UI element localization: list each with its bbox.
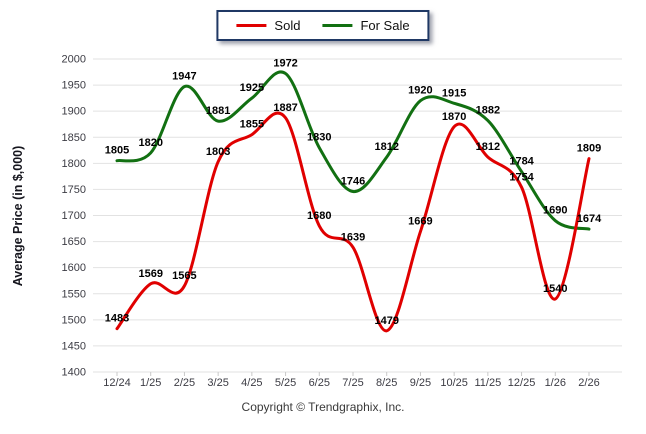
- legend-label-sold: Sold: [274, 18, 301, 33]
- x-tick-label: 12/25: [508, 377, 536, 389]
- data-label-sold: 1680: [307, 210, 331, 222]
- y-tick-label: 2000: [62, 54, 86, 66]
- x-tick-label: 11/25: [474, 377, 501, 389]
- y-tick-label: 1650: [62, 236, 86, 248]
- data-label-for-sale: 1746: [341, 176, 365, 188]
- y-tick-label: 1700: [62, 210, 86, 222]
- series-line-sold: [115, 111, 591, 333]
- data-label-for-sale: 1881: [206, 105, 230, 117]
- y-tick-label: 1550: [62, 288, 86, 300]
- data-label-for-sale: 1882: [476, 105, 500, 117]
- data-label-sold: 1479: [374, 315, 398, 327]
- y-tick-label: 1450: [62, 340, 86, 352]
- data-label-sold: 1812: [476, 141, 500, 153]
- data-label-for-sale: 1812: [374, 141, 398, 153]
- data-label-for-sale: 1690: [543, 205, 567, 217]
- y-tick-label: 1950: [62, 80, 86, 92]
- data-label-sold: 1809: [577, 143, 601, 155]
- legend-item-sold: Sold: [236, 18, 300, 33]
- x-tick-label: 10/25: [440, 377, 468, 389]
- sold-line-swatch: [236, 24, 267, 27]
- y-tick-label: 1850: [62, 132, 86, 144]
- data-label-sold: 1483: [105, 313, 129, 325]
- data-label-for-sale: 1947: [172, 71, 196, 83]
- y-tick-label: 1500: [62, 314, 86, 326]
- x-tick-label: 7/25: [342, 377, 363, 389]
- data-label-for-sale: 1925: [240, 82, 264, 94]
- x-tick-label: 1/25: [140, 377, 161, 389]
- y-tick-label: 1800: [62, 158, 86, 170]
- data-label-sold: 1887: [273, 102, 297, 114]
- copyright-text: Copyright © Trendgraphix, Inc.: [241, 400, 405, 414]
- data-label-sold: 1569: [138, 268, 162, 280]
- x-tick-label: 2/26: [578, 377, 599, 389]
- y-tick-label: 1400: [62, 367, 86, 379]
- data-label-for-sale: 1820: [138, 137, 162, 149]
- x-tick-label: 12/24: [103, 377, 131, 389]
- data-label-sold: 1803: [206, 146, 230, 158]
- data-label-for-sale: 1674: [577, 213, 602, 225]
- data-label-for-sale: 1805: [105, 145, 129, 157]
- x-tick-label: 5/25: [275, 377, 296, 389]
- data-label-for-sale: 1920: [408, 85, 432, 97]
- series-line-for-sale: [115, 70, 591, 231]
- data-label-sold: 1540: [543, 283, 567, 295]
- x-tick-label: 6/25: [309, 377, 330, 389]
- legend-item-for-sale: For Sale: [322, 18, 410, 33]
- data-label-for-sale: 1830: [307, 132, 331, 144]
- legend: Sold For Sale: [216, 10, 430, 41]
- data-label-sold: 1565: [172, 270, 196, 282]
- data-label-sold: 1870: [442, 111, 466, 123]
- x-tick-label: 9/25: [410, 377, 431, 389]
- x-tick-label: 2/25: [174, 377, 195, 389]
- data-label-for-sale: 1915: [442, 87, 466, 99]
- data-label-sold: 1669: [408, 216, 432, 228]
- x-tick-label: 1/26: [545, 377, 566, 389]
- data-label-sold: 1855: [240, 119, 264, 131]
- for-sale-line-swatch: [322, 24, 353, 27]
- y-tick-label: 1750: [62, 184, 86, 196]
- data-label-for-sale: 1784: [509, 156, 534, 168]
- y-tick-label: 1600: [62, 262, 86, 274]
- x-tick-label: 8/25: [376, 377, 397, 389]
- legend-label-for-sale: For Sale: [360, 18, 410, 33]
- data-label-sold: 1639: [341, 231, 365, 243]
- x-tick-label: 3/25: [207, 377, 228, 389]
- x-tick-label: 4/25: [241, 377, 262, 389]
- y-tick-label: 1900: [62, 106, 86, 118]
- chart-canvas: 1400 1450 1500 1550 1600 1650 1700 1750 1800 1850…: [62, 54, 622, 389]
- data-label-for-sale: 1972: [273, 58, 297, 70]
- data-label-sold: 1754: [509, 171, 534, 183]
